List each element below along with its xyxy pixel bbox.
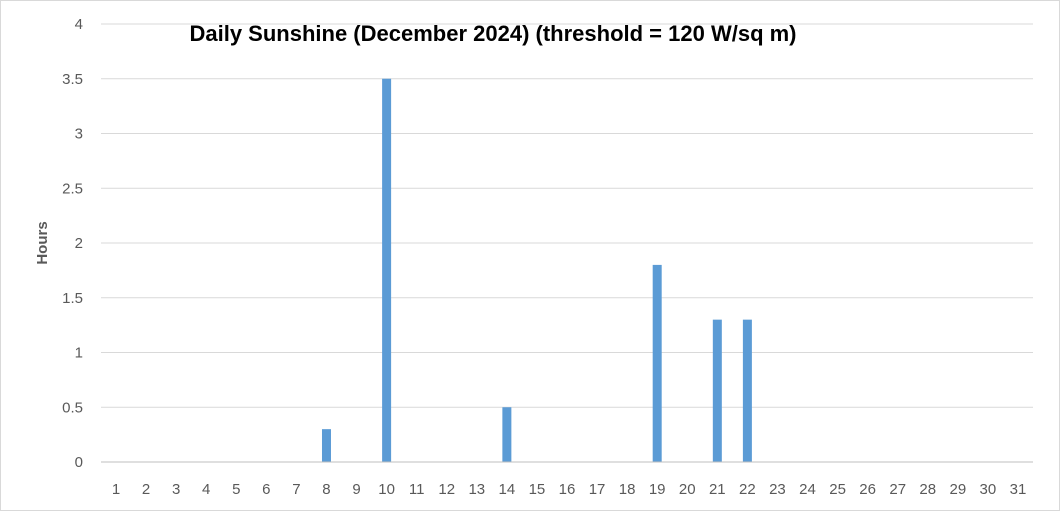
y-tick-labels: 0 0.5 1 1.5 2 2.5 3 3.5 4 bbox=[62, 16, 83, 471]
x-tick-label: 1 bbox=[112, 481, 120, 498]
x-tick-labels: 1 2 3 4 5 6 7 8 9 10 11 12 13 14 15 16 17 18 19 20 21 22 23 24 2… bbox=[112, 481, 1026, 498]
y-tick-label: 2.5 bbox=[62, 180, 83, 197]
x-tick-label: 7 bbox=[292, 481, 300, 498]
y-tick-label: 3 bbox=[75, 126, 83, 143]
bar-day-8 bbox=[321, 429, 331, 462]
y-tick-label: 1.5 bbox=[62, 290, 83, 307]
x-tick-label: 9 bbox=[352, 481, 360, 498]
x-tick-label: 16 bbox=[559, 481, 576, 498]
y-axis-title: Hours bbox=[34, 221, 51, 264]
bars bbox=[321, 78, 752, 462]
y-tick-label: 2 bbox=[75, 235, 83, 252]
x-tick-label: 23 bbox=[769, 481, 786, 498]
y-tick-label: 4 bbox=[75, 16, 83, 33]
x-tick-label: 3 bbox=[172, 481, 180, 498]
x-tick-label: 12 bbox=[438, 481, 455, 498]
x-tick-label: 5 bbox=[232, 481, 240, 498]
x-tick-label: 13 bbox=[468, 481, 485, 498]
x-tick-label: 22 bbox=[739, 481, 756, 498]
bar-day-10 bbox=[382, 78, 392, 462]
x-tick-label: 28 bbox=[919, 481, 936, 498]
x-tick-label: 25 bbox=[829, 481, 846, 498]
chart-title: Daily Sunshine (December 2024) (threshol… bbox=[189, 21, 796, 46]
x-tick-label: 11 bbox=[409, 481, 425, 498]
x-tick-label: 14 bbox=[499, 481, 516, 498]
y-tick-label: 1 bbox=[75, 345, 83, 362]
bar-day-14 bbox=[502, 407, 512, 462]
x-tick-label: 31 bbox=[1010, 481, 1027, 498]
bar-day-22 bbox=[742, 319, 752, 462]
x-tick-label: 15 bbox=[529, 481, 546, 498]
x-tick-label: 24 bbox=[799, 481, 816, 498]
x-tick-label: 6 bbox=[262, 481, 270, 498]
y-tick-label: 3.5 bbox=[62, 71, 83, 88]
x-tick-label: 20 bbox=[679, 481, 696, 498]
bar-day-21 bbox=[712, 319, 722, 462]
bar-day-19 bbox=[652, 264, 662, 462]
gridlines bbox=[101, 23, 1033, 408]
x-tick-label: 4 bbox=[202, 481, 210, 498]
x-tick-label: 2 bbox=[142, 481, 150, 498]
x-tick-label: 8 bbox=[322, 481, 330, 498]
y-tick-label: 0.5 bbox=[62, 399, 83, 416]
y-tick-label: 0 bbox=[75, 454, 83, 471]
x-tick-label: 17 bbox=[589, 481, 606, 498]
x-tick-label: 26 bbox=[859, 481, 876, 498]
x-tick-label: 30 bbox=[980, 481, 997, 498]
x-tick-label: 19 bbox=[649, 481, 666, 498]
x-tick-label: 29 bbox=[949, 481, 966, 498]
x-tick-label: 18 bbox=[619, 481, 636, 498]
x-tick-label: 10 bbox=[378, 481, 395, 498]
x-tick-label: 21 bbox=[709, 481, 726, 498]
x-tick-label: 27 bbox=[889, 481, 906, 498]
